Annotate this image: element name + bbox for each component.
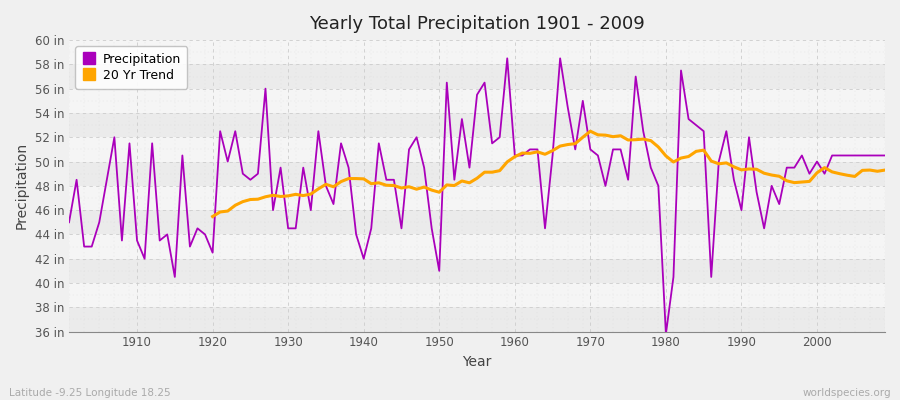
Bar: [69, 162, 885, 186]
Bar: [69, 283, 885, 307]
X-axis label: Year: Year: [463, 355, 491, 369]
Bar: [69, 64, 885, 89]
Text: Latitude -9.25 Longitude 18.25: Latitude -9.25 Longitude 18.25: [9, 388, 171, 398]
Bar: [69, 40, 885, 64]
Bar: [69, 113, 885, 137]
Bar: [69, 259, 885, 283]
Bar: [69, 210, 885, 234]
Bar: [69, 137, 885, 162]
Bar: [69, 307, 885, 332]
Text: worldspecies.org: worldspecies.org: [803, 388, 891, 398]
Title: Yearly Total Precipitation 1901 - 2009: Yearly Total Precipitation 1901 - 2009: [309, 15, 645, 33]
Bar: [69, 89, 885, 113]
Bar: [69, 234, 885, 259]
Bar: [69, 186, 885, 210]
Legend: Precipitation, 20 Yr Trend: Precipitation, 20 Yr Trend: [76, 46, 187, 89]
Y-axis label: Precipitation: Precipitation: [15, 142, 29, 230]
